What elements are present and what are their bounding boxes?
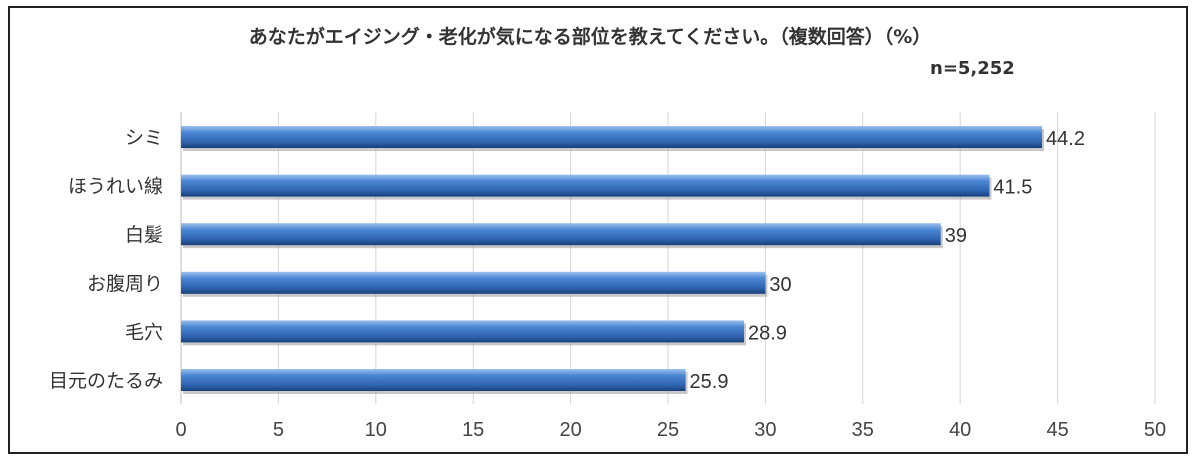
x-tick-label: 0 [175, 419, 186, 441]
x-tick-label: 5 [273, 419, 284, 441]
sample-size-label: n=5,252 [930, 58, 1015, 79]
chart-title: あなたがエイジング・老化が気になる部位を教えてください。（複数回答）（%） [248, 26, 932, 48]
gridlines [180, 112, 1156, 404]
category-label: 毛穴 [125, 321, 163, 343]
x-tick-label: 50 [1144, 419, 1166, 441]
x-tick-label: 20 [559, 419, 581, 441]
bar [181, 174, 990, 197]
value-labels: 44.2 41.5 39 30 28.9 25.9 [690, 128, 1085, 393]
x-tick-label: 25 [657, 419, 679, 441]
x-tick-label: 35 [852, 419, 874, 441]
bar [181, 126, 1043, 148]
x-tick-label: 15 [462, 419, 484, 441]
value-label: 41.5 [993, 177, 1032, 199]
category-label: シミ [125, 127, 163, 149]
value-label: 30 [769, 274, 791, 296]
category-label: ほうれい線 [68, 176, 163, 198]
x-tick-label: 10 [365, 419, 387, 441]
category-label: 白髪 [125, 224, 163, 246]
category-label: 目元のたるみ [49, 370, 163, 392]
x-tick-label: 45 [1046, 419, 1068, 441]
bar [181, 223, 941, 246]
x-tick-labels: 0 5 10 15 20 25 30 35 40 45 50 [175, 419, 1166, 441]
value-label: 28.9 [748, 322, 787, 344]
value-label: 25.9 [690, 371, 729, 393]
bars-group [181, 126, 1045, 394]
bar [181, 320, 744, 343]
value-label: 39 [945, 225, 967, 247]
x-tick-label: 30 [754, 419, 776, 441]
bar [181, 369, 686, 391]
bar [181, 271, 766, 294]
category-label: お腹周り [87, 273, 163, 295]
value-label: 44.2 [1046, 128, 1085, 150]
x-tick-label: 40 [949, 419, 971, 441]
